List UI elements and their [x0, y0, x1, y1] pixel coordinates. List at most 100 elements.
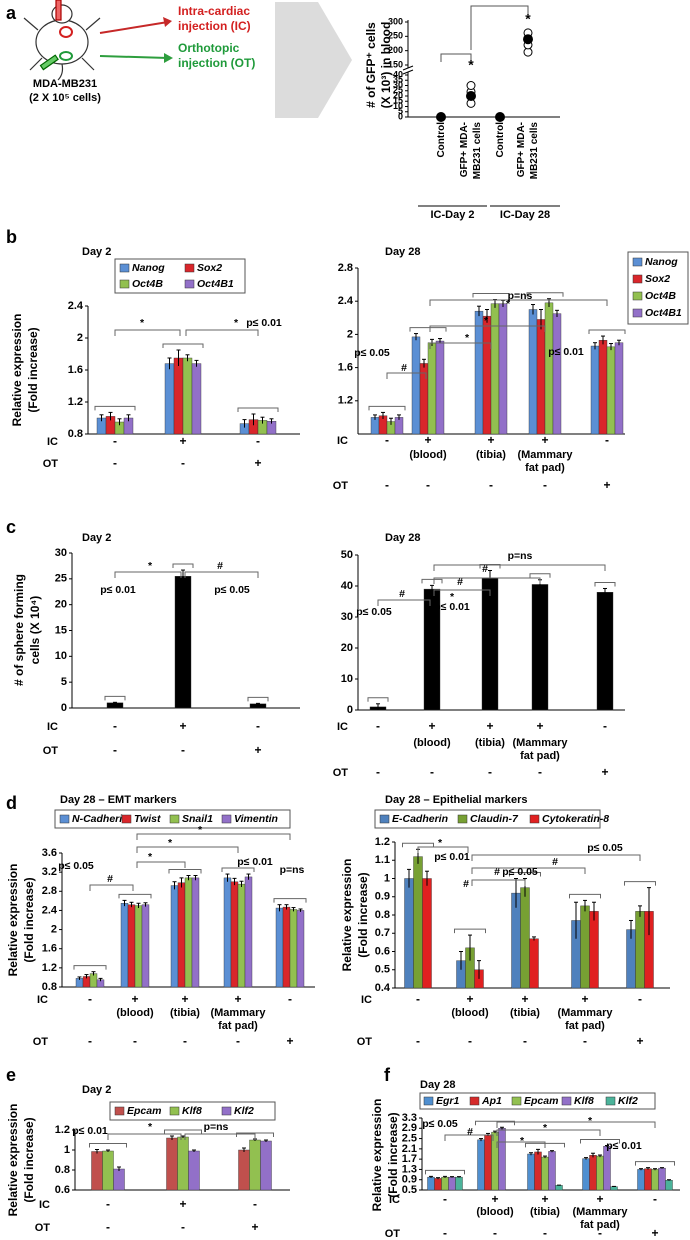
- y-tick-label: 1.2: [42, 962, 57, 974]
- x-tick-label: GFP+ MDA-MB231 cells: [459, 122, 483, 180]
- y-tick-label: 30: [393, 80, 403, 90]
- bracket: [136, 833, 291, 840]
- legend-swatch: [184, 263, 195, 273]
- row-sign: -: [443, 1226, 447, 1240]
- y-tick-label: 0.7: [375, 927, 390, 939]
- bracket: [509, 872, 541, 877]
- legend-label: Oct4B: [645, 290, 676, 302]
- row-sign: +: [536, 719, 543, 733]
- row-sign: -: [653, 1192, 657, 1206]
- annotation: *: [525, 11, 531, 27]
- y-axis-label: (Fold increase): [386, 1112, 400, 1197]
- bar: [482, 315, 492, 435]
- bar: [184, 877, 193, 988]
- row-label: OT: [333, 767, 349, 779]
- data-point: [466, 81, 476, 90]
- y-tick-label: 0: [347, 704, 353, 716]
- bracket: [475, 1120, 515, 1126]
- y-tick-label: 5: [61, 676, 67, 688]
- y-tick-label: 20: [393, 90, 403, 100]
- y-tick-label: 0.8: [42, 981, 57, 993]
- row-sign: -: [488, 765, 492, 779]
- y-axis-label: Relative expression: [6, 1104, 20, 1217]
- legend-label: Twist: [134, 813, 161, 825]
- bracket: [367, 697, 389, 702]
- row-sign: -: [583, 1034, 587, 1048]
- bracket: [185, 329, 259, 336]
- row-sign: +: [179, 719, 186, 733]
- bar: [296, 910, 305, 988]
- legend-label: Claudin-7: [470, 813, 519, 825]
- legend-swatch: [119, 263, 130, 273]
- bracket: [433, 564, 606, 571]
- row-label: OT: [333, 480, 349, 492]
- legend-label: E-Cadherin: [392, 813, 448, 825]
- row-sign: -: [253, 1197, 257, 1211]
- bracket: [236, 1132, 274, 1137]
- bar: [166, 1137, 178, 1191]
- annotation: *: [588, 1115, 593, 1127]
- legend-label: Ap1: [481, 1095, 502, 1107]
- x-tick-label: (Mammary fat pad): [572, 1206, 628, 1231]
- mean-point: [436, 112, 446, 122]
- annotation: p=ns: [204, 1121, 229, 1133]
- bracket: [433, 577, 541, 584]
- row-sign: -: [183, 1034, 187, 1048]
- x-tick-label: (tibia): [170, 1007, 200, 1019]
- y-tick-label: 3.2: [42, 866, 57, 878]
- bar: [528, 309, 538, 435]
- row-sign: +: [651, 1226, 658, 1240]
- row-label: OT: [35, 1222, 51, 1234]
- y-axis-label: (X 10³) in blood: [379, 22, 393, 109]
- bracket: [569, 893, 601, 899]
- bracket: [237, 407, 279, 412]
- legend-swatch: [119, 279, 130, 289]
- annotation: *: [450, 591, 455, 603]
- bar: [531, 584, 549, 711]
- ot-arrow: [99, 55, 169, 59]
- legend-label: Egr1: [436, 1095, 460, 1107]
- bracket: [496, 1121, 656, 1128]
- bar: [590, 345, 600, 435]
- ic-arrow: [99, 21, 169, 34]
- bar: [529, 938, 539, 989]
- panel-label: b: [6, 227, 17, 247]
- bar: [249, 1139, 261, 1191]
- row-sign: -: [543, 478, 547, 492]
- bar: [477, 1139, 485, 1191]
- bar: [665, 1180, 673, 1191]
- bracket: [588, 329, 626, 335]
- bar: [174, 576, 192, 709]
- bar: [635, 911, 645, 989]
- bar: [249, 703, 267, 709]
- row-sign: -: [288, 992, 292, 1006]
- bracket: [471, 854, 641, 861]
- legend-swatch: [632, 308, 643, 318]
- annotation: *: [543, 1122, 548, 1134]
- bracket: [624, 881, 656, 886]
- legend-swatch: [169, 814, 180, 824]
- bracket: [454, 928, 486, 934]
- row-label: IC: [39, 1199, 50, 1211]
- row-sign: -: [538, 765, 542, 779]
- annotation: p≤ 0.05: [422, 1118, 458, 1130]
- x-tick-label: (blood): [476, 1206, 514, 1218]
- y-tick-label: 2.4: [42, 904, 58, 916]
- row-label: IC: [337, 721, 348, 733]
- chart-title: Day 2: [82, 1084, 111, 1096]
- row-sign: +: [286, 1034, 293, 1048]
- group-label: IC-Day 28: [500, 209, 550, 221]
- bracket: [164, 1129, 202, 1134]
- bracket: [162, 343, 204, 348]
- row-label: OT: [43, 745, 59, 757]
- bar: [102, 1150, 114, 1191]
- bracket: [440, 53, 472, 62]
- bar: [658, 1167, 666, 1191]
- bar: [289, 909, 298, 988]
- y-tick-label: 2.8: [42, 885, 57, 897]
- bar: [177, 1136, 189, 1191]
- x-tick-label: (Mammary fat pad): [517, 449, 573, 474]
- annotation: #: [401, 362, 407, 374]
- annotation: #: [107, 873, 113, 885]
